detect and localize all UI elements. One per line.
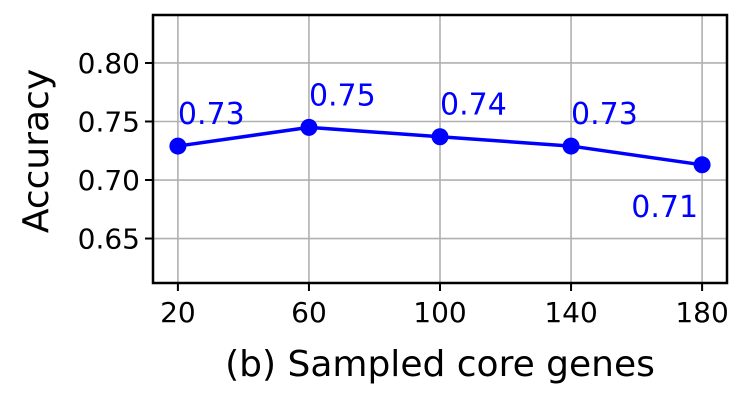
y-tick-label: 0.75 (78, 105, 140, 138)
data-point (300, 118, 318, 136)
series-layer (169, 118, 711, 174)
data-labels: 0.73 0.75 0.74 0.73 0.71 (178, 78, 698, 224)
y-tick-label: 0.65 (78, 223, 140, 256)
x-tick-label: 140 (544, 296, 597, 329)
data-point (562, 137, 580, 155)
data-label: 0.73 (571, 97, 638, 132)
data-label: 0.75 (309, 78, 376, 113)
axis-ticks: 20 60 100 140 180 0.65 0.70 0.75 0.80 (78, 47, 729, 329)
x-tick-label: 20 (160, 296, 196, 329)
y-tick-label: 0.80 (78, 47, 140, 80)
data-point (693, 156, 711, 174)
data-label: 0.71 (631, 190, 698, 225)
y-tick-label: 0.70 (78, 164, 140, 197)
data-point (169, 137, 187, 155)
x-tick-label: 60 (291, 296, 327, 329)
grid-lines (153, 15, 727, 283)
x-tick-label: 180 (675, 296, 728, 329)
data-point (431, 128, 449, 146)
data-label: 0.74 (440, 88, 507, 123)
y-axis-title: Accuracy (16, 69, 57, 233)
x-axis-title: (b) Sampled core genes (225, 344, 655, 385)
data-label: 0.73 (178, 97, 245, 132)
x-tick-label: 100 (413, 296, 466, 329)
